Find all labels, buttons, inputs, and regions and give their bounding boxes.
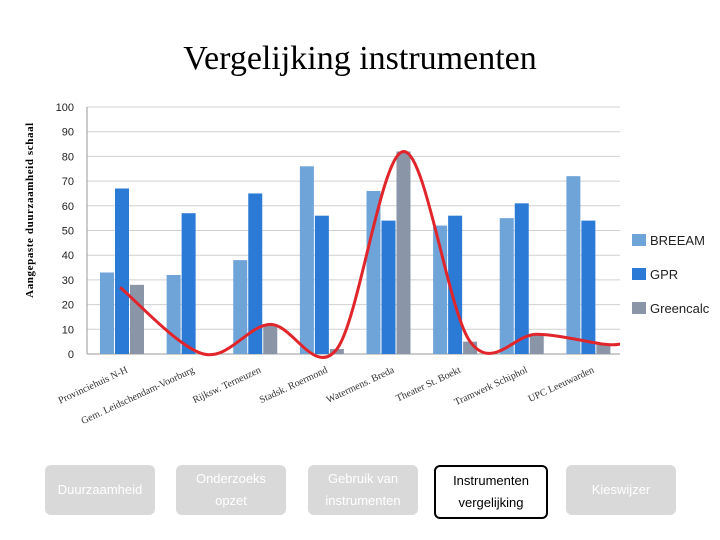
- bar-greencalc-4: [396, 151, 411, 354]
- trend-line-greencalc: [119, 149, 621, 359]
- nav-label: Duurzaamheid: [57, 482, 143, 497]
- y-tick-label: 40: [62, 250, 74, 262]
- bar-greencalc-6: [529, 334, 544, 354]
- trend-line: [119, 149, 621, 359]
- x-tick-label: UPC Leeuwarden: [527, 365, 596, 405]
- y-tick-label: 80: [62, 151, 74, 163]
- nav-duurzaamheid-button[interactable]: Duurzaamheid: [45, 465, 155, 515]
- nav-onderzoeksopzet-button[interactable]: Onderzoeks opzet: [176, 465, 286, 515]
- y-tick-label: 100: [56, 102, 74, 114]
- legend-label: BREEAM: [650, 232, 705, 248]
- legend-label: GPR: [650, 266, 679, 282]
- legend-swatch: [632, 234, 646, 246]
- nav-kieswijzer-button[interactable]: Kieswijzer: [566, 465, 676, 515]
- legend-item-greencalc: Greencalc: [632, 298, 709, 318]
- nav-instrumenten-vergelijking-button[interactable]: Instrumenten vergelijking: [434, 465, 548, 519]
- x-tick-label: Watermens. Breda: [325, 365, 397, 406]
- bar-greencalc-0: [130, 284, 144, 354]
- x-tick-label: Rijksw. Terneuzen: [191, 365, 263, 406]
- y-tick-label: 20: [62, 300, 74, 312]
- legend-swatch: [632, 268, 646, 280]
- y-tick-label: 0: [68, 349, 74, 361]
- nav-label: Gebruik van instrumenten: [325, 471, 401, 508]
- y-tick-label: 50: [62, 226, 74, 238]
- x-tick-label: Gem. Leidschendam-Voorburg: [80, 365, 197, 427]
- bar-greencalc-7: [596, 344, 611, 354]
- bar-breeam-2: [233, 260, 248, 354]
- legend-label: Greencalc: [650, 300, 710, 316]
- bar-gpr-0: [115, 188, 129, 354]
- nav-gebruik-instrumenten-button[interactable]: Gebruik van instrumenten: [308, 465, 418, 515]
- bar-gpr-1: [181, 213, 196, 354]
- bar-greencalc-2: [263, 324, 278, 354]
- y-tick-label: 90: [62, 127, 74, 139]
- y-tick-label: 60: [62, 201, 74, 213]
- bar-gpr-7: [581, 220, 596, 354]
- nav-label: Kieswijzer: [591, 482, 651, 497]
- y-tick-label: 10: [62, 324, 74, 336]
- page-title: Vergelijking instrumenten: [183, 40, 537, 77]
- bar-breeam-1: [166, 274, 181, 354]
- bar-gpr-3: [314, 215, 329, 354]
- bar-breeam-6: [499, 218, 514, 354]
- x-tick-label: Stadsk. Roermond: [258, 365, 330, 406]
- bar-breeam-0: [100, 272, 114, 354]
- nav-label: Instrumenten vergelijking: [453, 473, 529, 510]
- legend-swatch: [632, 302, 646, 314]
- nav-label: Onderzoeks opzet: [195, 471, 267, 508]
- chart-legend: BREEAM GPR Greencalc: [632, 230, 709, 332]
- legend-item-gpr: GPR: [632, 264, 709, 284]
- y-axis-ticks: 0 10 20 30 40 50 60 70 80 90 100: [56, 102, 74, 361]
- bar-gpr-2: [248, 193, 263, 354]
- x-tick-label: Tramwerk Schiphol: [453, 365, 530, 409]
- bar-gpr-4: [381, 220, 396, 354]
- bar-gpr-6: [514, 203, 529, 354]
- y-tick-label: 70: [62, 176, 74, 188]
- bar-greencalc-3: [329, 349, 344, 354]
- chart-bars: [100, 151, 611, 354]
- bar-breeam-4: [366, 190, 381, 354]
- bar-breeam-3: [299, 166, 314, 354]
- bar-breeam-7: [566, 176, 581, 354]
- legend-item-breeam: BREEAM: [632, 230, 709, 250]
- y-tick-label: 30: [62, 275, 74, 287]
